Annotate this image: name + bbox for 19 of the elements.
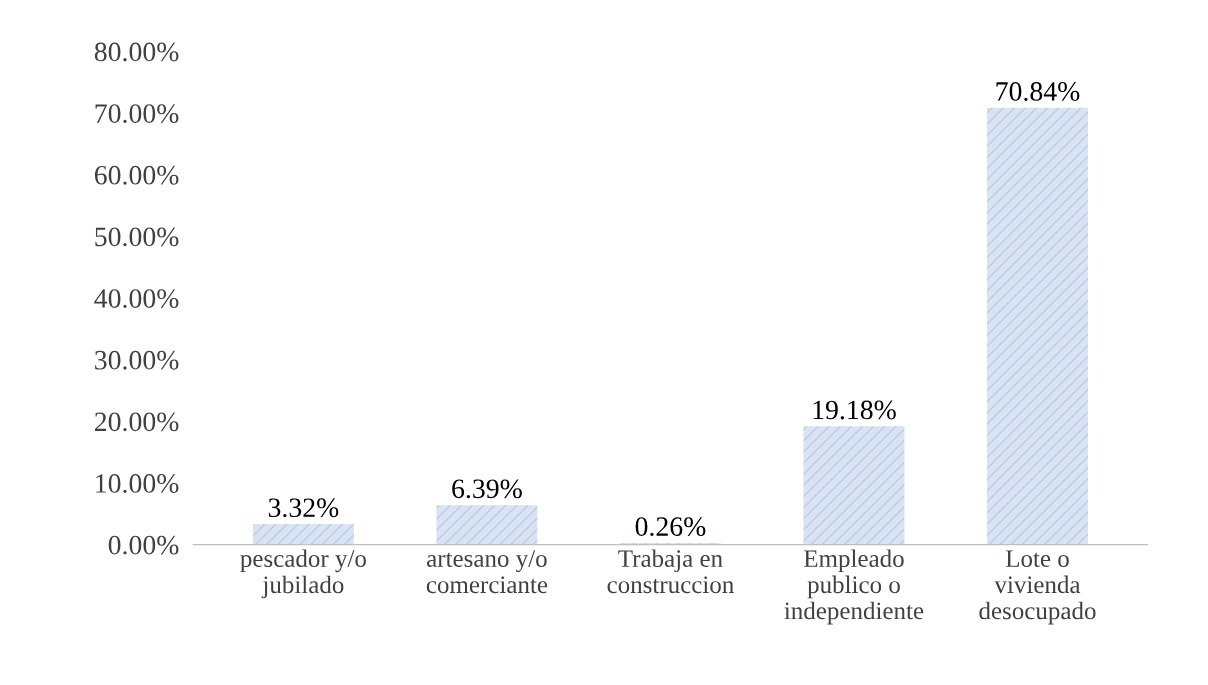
data-label: 0.26%: [635, 517, 706, 537]
y-tick-label: 0.00%: [108, 535, 179, 555]
data-label: 3.32%: [268, 498, 339, 518]
y-tick-label: 40.00%: [94, 289, 179, 309]
x-tick-label: pescador y/o jubilado: [240, 549, 366, 599]
y-tick-label: 20.00%: [94, 412, 179, 432]
y-tick-label: 60.00%: [94, 165, 179, 185]
y-tick-label: 70.00%: [95, 104, 179, 124]
data-label: 70.84%: [996, 82, 1080, 101]
data-label: 19.18%: [813, 400, 896, 420]
data-label: 6.39%: [452, 479, 522, 499]
y-tick-label: 10.00%: [96, 474, 179, 493]
y-tick-label: 80.00%: [94, 42, 179, 62]
x-tick-label: Trabaja en construccion: [607, 549, 734, 594]
x-tick-label: artesano y/o comerciante: [426, 550, 548, 594]
y-tick-label: 30.00%: [95, 350, 179, 370]
x-tick-label: Empleado publico o independiente: [784, 549, 924, 625]
x-tick-label: Lote o vivienda desocupado: [979, 550, 1096, 625]
y-tick-label: 50.00%: [95, 227, 179, 247]
